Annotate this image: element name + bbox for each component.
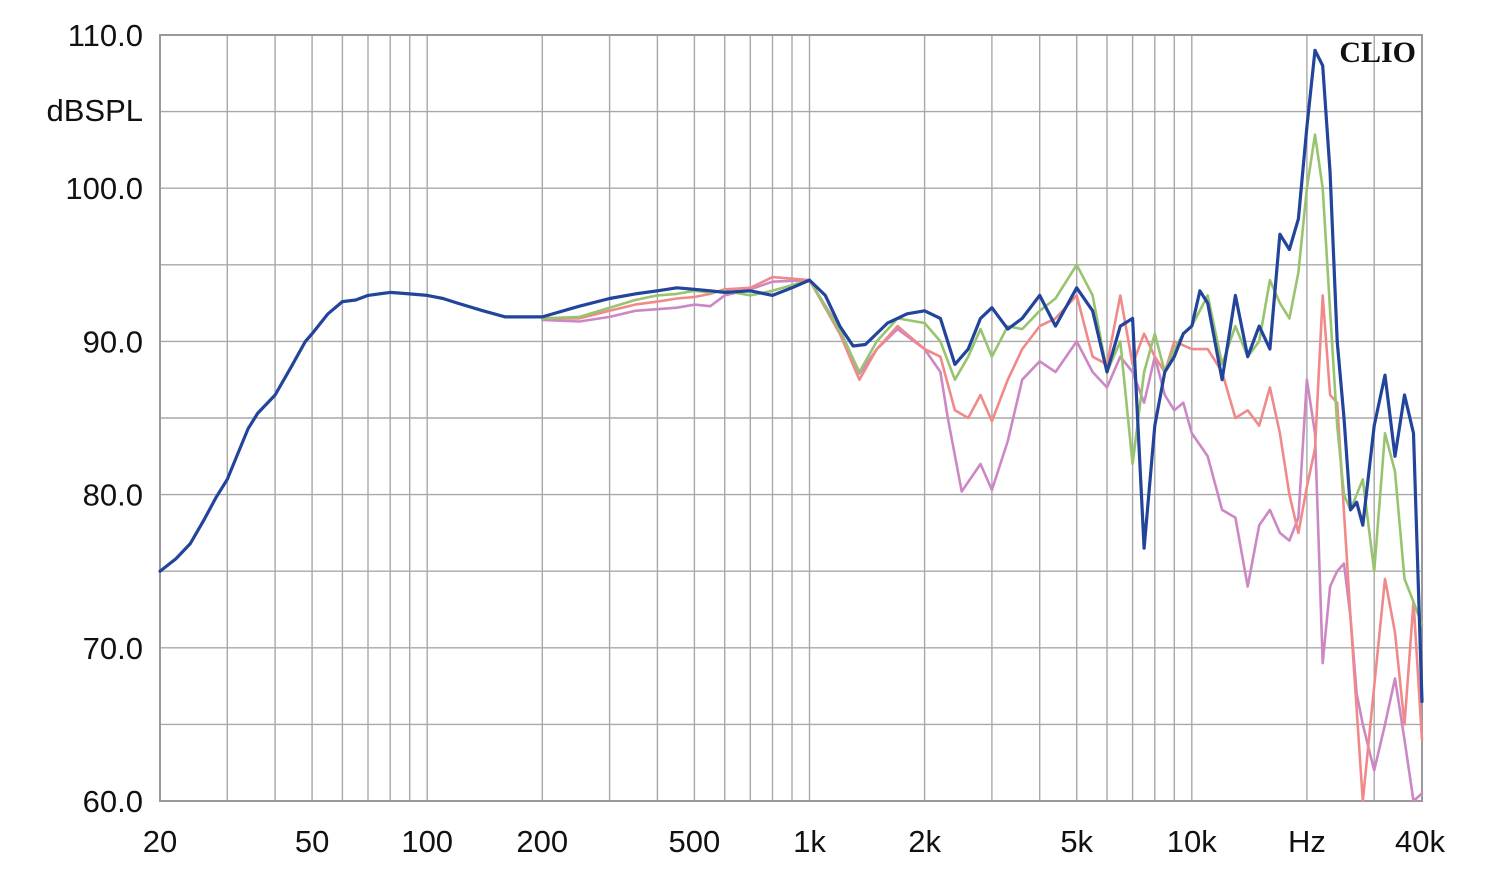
y-axis-unit-label: dBSPL bbox=[46, 93, 143, 128]
clio-brand-label: CLIO bbox=[1339, 36, 1416, 69]
response-curve-4 bbox=[158, 48, 1424, 704]
x-tick-label: 1k bbox=[793, 824, 826, 859]
x-tick-label: Hz bbox=[1288, 824, 1326, 859]
y-tick-label: 90.0 bbox=[83, 324, 143, 359]
y-axis-tick-labels: 110.0 100.0 90.0 80.0 70.0 60.0 bbox=[65, 18, 143, 819]
x-tick-label: 200 bbox=[516, 824, 568, 859]
x-tick-label: 5k bbox=[1060, 824, 1093, 859]
x-tick-label: 40k bbox=[1395, 824, 1445, 859]
y-tick-label: 80.0 bbox=[83, 478, 143, 513]
response-curve-3 bbox=[540, 133, 1424, 627]
x-axis-tick-labels: 20 50 100 200 500 1k 2k 5k 10k Hz 40k bbox=[143, 824, 1446, 859]
y-tick-label: 70.0 bbox=[83, 631, 143, 666]
y-tick-label: 110.0 bbox=[68, 18, 143, 53]
response-curve-1 bbox=[540, 278, 1424, 803]
x-tick-label: 20 bbox=[143, 824, 177, 859]
y-tick-label: 60.0 bbox=[83, 784, 143, 819]
plot-frame bbox=[159, 34, 1423, 802]
plot-grid bbox=[159, 34, 1423, 802]
y-tick-label: 100.0 bbox=[65, 171, 143, 206]
x-tick-label: 10k bbox=[1167, 824, 1217, 859]
x-tick-label: 50 bbox=[295, 824, 329, 859]
response-curve-2 bbox=[540, 275, 1424, 803]
x-tick-label: 100 bbox=[401, 824, 453, 859]
x-tick-label: 2k bbox=[908, 824, 941, 859]
x-tick-label: 500 bbox=[669, 824, 721, 859]
response-curves bbox=[158, 48, 1424, 803]
